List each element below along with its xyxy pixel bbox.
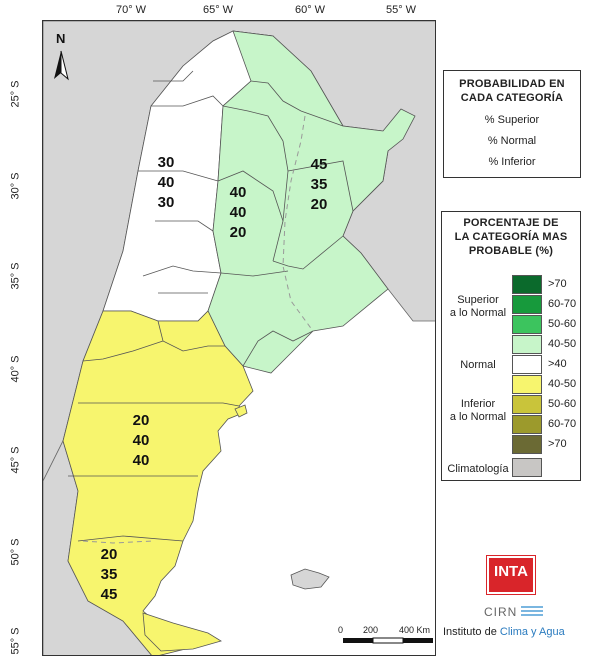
zone-inferior-value: 20 (310, 196, 328, 213)
zone-superior-value: 20 (100, 546, 118, 563)
lat-tick-35s: 35° S (9, 262, 22, 290)
lat-tick-45s: 45° S (9, 446, 22, 474)
probability-row-normal: % Normal (487, 135, 537, 147)
inta-logo: INTA (487, 556, 535, 594)
legend-group-inferior: Inferior a lo Normal (444, 398, 512, 424)
zone-label-patagonia-north: 20 40 40 (121, 411, 161, 471)
legend-range-label: >70 (548, 278, 567, 290)
zone-normal-value: 40 (157, 174, 175, 191)
probability-row-inferior: % Inferior (488, 156, 536, 168)
legend-group-inferior-line1: Inferior (460, 398, 496, 410)
legend-swatch (512, 275, 542, 294)
north-arrow-icon (54, 50, 69, 81)
zone-label-northeast: 45 35 20 (299, 155, 339, 215)
legend-swatch (512, 395, 542, 414)
legend-swatch (512, 415, 542, 434)
zone-label-northwest: 30 40 30 (146, 153, 186, 213)
legend-range-label: 60-70 (548, 418, 577, 430)
zone-normal-value: 40 (132, 432, 150, 449)
lon-tick-70w: 70° W (115, 4, 147, 16)
probability-row-superior: % Superior (484, 114, 540, 126)
map-canvas (43, 21, 435, 655)
legend-swatch (512, 458, 542, 477)
scale-label-200: 200 (363, 625, 379, 635)
legend-range-label: 50-60 (548, 398, 577, 410)
institute-name: Instituto de Clima y Agua (443, 626, 565, 638)
zone-superior-value: 40 (229, 184, 247, 201)
province-borders (68, 70, 354, 542)
zone-inferior-value: 40 (132, 452, 150, 469)
probability-title-line1: PROBABILIDAD EN (459, 78, 565, 90)
institute-highlight: Clima y Agua (499, 626, 565, 638)
zone-normal-value: 40 (229, 204, 247, 221)
lon-tick-55w: 55° W (385, 4, 417, 16)
zone-label-patagonia-south: 20 35 45 (89, 545, 129, 605)
zone-label-center: 40 40 20 (218, 183, 258, 243)
legend-title-line3: PROBABLE (%) (468, 245, 554, 257)
legend-group-normal: Normal (460, 359, 496, 371)
legend-range-label: >70 (548, 438, 567, 450)
peninsula-valdes (234, 404, 248, 418)
legend-range-label: 40-50 (548, 338, 577, 350)
probability-box: PROBABILIDAD EN CADA CATEGORÍA % Superio… (443, 70, 581, 178)
tierra-del-fuego (142, 612, 222, 652)
institute-prefix: Instituto de (443, 626, 500, 638)
zone-inferior-value: 45 (100, 586, 118, 603)
lat-tick-55s: 55° S (9, 627, 22, 655)
scale-label-0: 0 (338, 625, 344, 635)
cirn-logo-text: CIRN (484, 605, 518, 619)
zone-superior-value: 20 (132, 412, 150, 429)
map-frame: N 0 200 400 Km 30 40 30 40 40 20 45 35 2… (42, 20, 436, 656)
legend-box: PORCENTAJE DE LA CATEGORÍA MAS PROBABLE … (441, 211, 581, 481)
scale-label-400: 400 Km (399, 625, 431, 635)
legend-swatch (512, 355, 542, 374)
lat-tick-30s: 30° S (9, 172, 22, 200)
lon-tick-60w: 60° W (294, 4, 326, 16)
zone-normal-value: 35 (100, 566, 118, 583)
cirn-wave-icon (521, 606, 543, 618)
legend-range-label: 60-70 (548, 298, 577, 310)
legend-group-superior-line2: a lo Normal (449, 307, 507, 319)
zone-green (207, 30, 416, 374)
zone-inferior-value: 20 (229, 224, 247, 241)
zone-normal-value: 35 (310, 176, 328, 193)
legend-group-climatologia: Climatología (447, 463, 509, 475)
scale-bar (343, 637, 433, 644)
isoline-dashed-south (82, 540, 154, 544)
probability-title-line2: CADA CATEGORÍA (460, 92, 564, 104)
north-label: N (56, 31, 66, 46)
lon-tick-65w: 65° W (202, 4, 234, 16)
legend-range-label: 50-60 (548, 318, 577, 330)
zone-inferior-value: 30 (157, 194, 175, 211)
legend-group-superior: Superior a lo Normal (444, 294, 512, 320)
legend-range-label: 40-50 (548, 378, 577, 390)
legend-swatch (512, 295, 542, 314)
legend-group-inferior-line2: a lo Normal (449, 411, 507, 423)
legend-swatch (512, 335, 542, 354)
legend-swatch (512, 375, 542, 394)
falkland-islands (290, 568, 330, 590)
legend-title-line1: PORCENTAJE DE (463, 217, 559, 229)
lat-tick-50s: 50° S (9, 538, 22, 566)
legend-swatch (512, 435, 542, 454)
legend-title-line2: LA CATEGORÍA MAS (454, 231, 568, 243)
lat-tick-40s: 40° S (9, 355, 22, 383)
legend-swatch (512, 315, 542, 334)
lat-tick-25s: 25° S (9, 80, 22, 108)
zone-superior-value: 45 (310, 156, 328, 173)
legend-group-superior-line1: Superior (457, 294, 499, 306)
zone-superior-value: 30 (157, 154, 175, 171)
legend-range-label: >40 (548, 358, 567, 370)
inta-logo-text: INTA (494, 563, 528, 580)
